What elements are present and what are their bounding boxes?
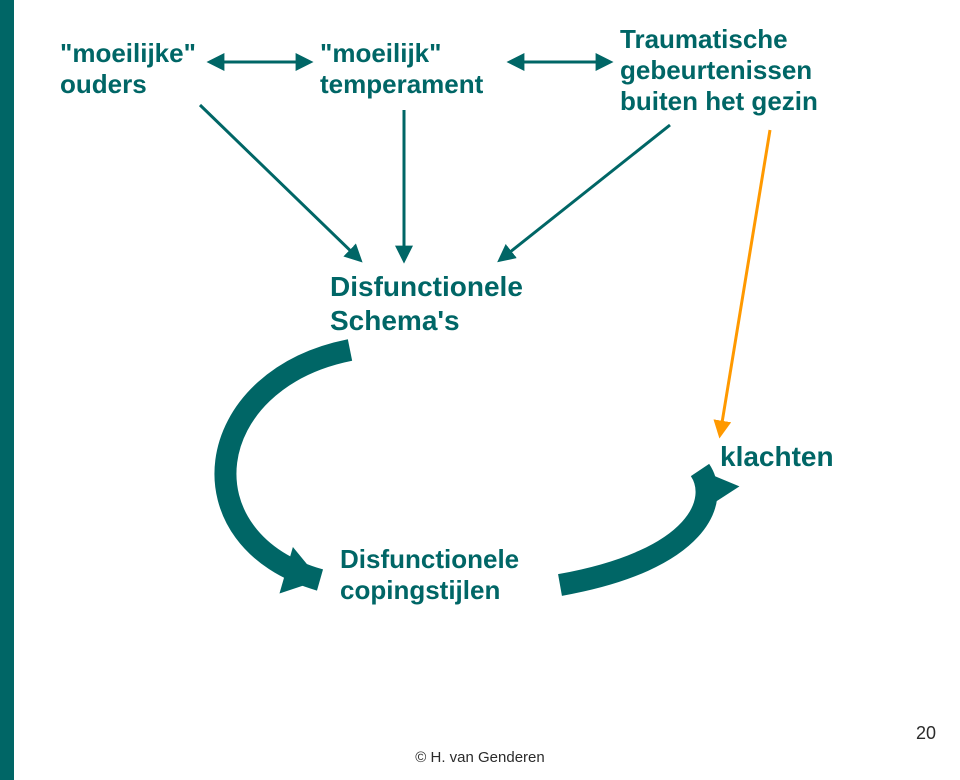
node-disfunctionele-schemas: Disfunctionele Schema's [330, 270, 523, 337]
slide-canvas: "moeilijke" ouders "moeilijk" temperamen… [0, 0, 960, 780]
node-moeilijk-temperament: "moeilijk" temperament [320, 38, 483, 100]
page-number: 20 [916, 723, 936, 744]
node-moeilijke-ouders: "moeilijke" ouders [60, 38, 196, 100]
footer-copyright: © H. van Genderen [0, 749, 960, 766]
node-disfunctionele-coping: Disfunctionele copingstijlen [340, 544, 519, 606]
left-accent-bar [0, 0, 14, 780]
node-klachten: klachten [720, 440, 834, 474]
node-traumatische-gebeuren: Traumatische gebeurtenissen buiten het g… [620, 24, 818, 118]
